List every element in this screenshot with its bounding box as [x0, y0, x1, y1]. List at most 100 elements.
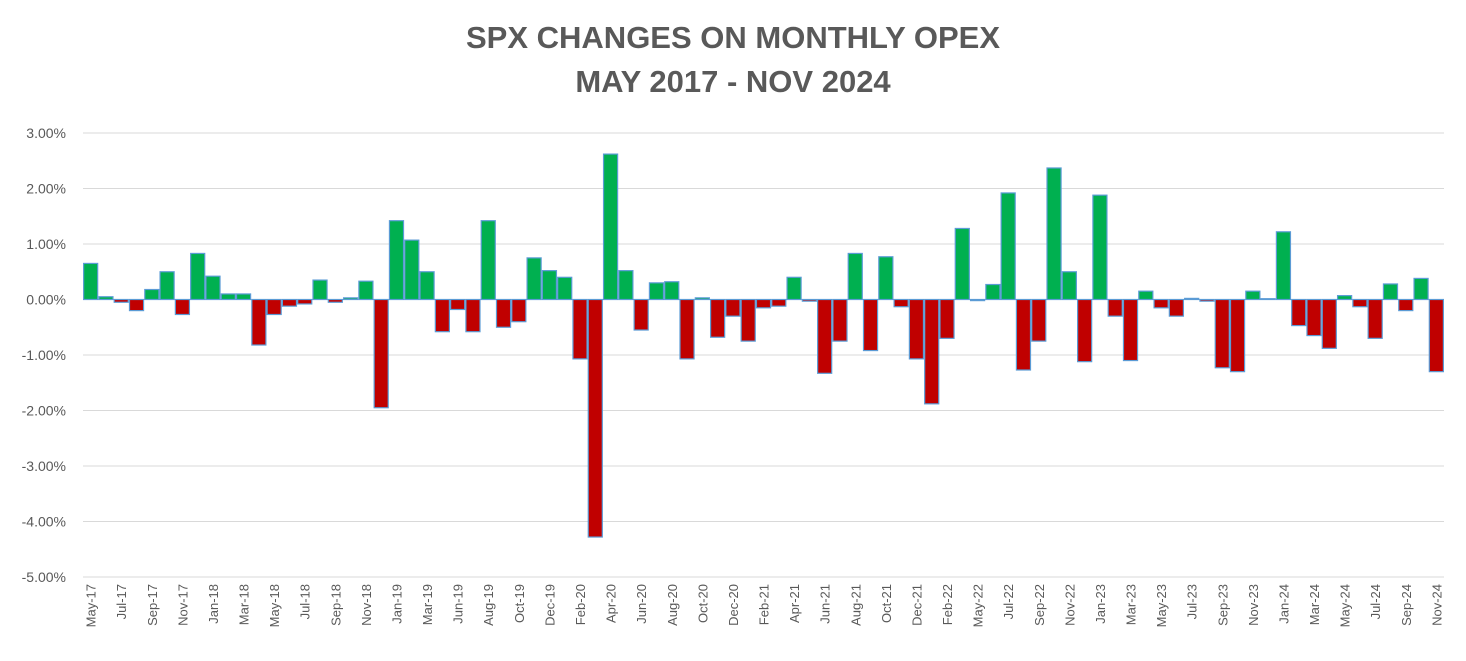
- bar-53: [893, 298, 909, 308]
- x-tick-label: Jul-17: [114, 584, 129, 619]
- bar-16: [327, 298, 343, 303]
- x-tick-label: Aug-21: [848, 584, 863, 626]
- y-tick-label: -4.00%: [22, 514, 66, 530]
- x-tick-label: May-22: [971, 584, 986, 627]
- x-tick-label: Jan-18: [206, 584, 221, 624]
- bar-15: [312, 279, 328, 301]
- x-tick-label: Jun-20: [634, 584, 649, 624]
- bar-49: [832, 298, 848, 342]
- bar-50: [847, 252, 863, 301]
- bar-85: [1382, 283, 1399, 301]
- bar-38: [664, 281, 680, 301]
- bar-40: [694, 297, 710, 301]
- x-tick-label: Jun-21: [818, 584, 833, 624]
- bar-30: [541, 270, 558, 301]
- x-tick-label: Feb-21: [757, 584, 772, 625]
- chart-subtitle: MAY 2017 - NOV 2024: [575, 64, 891, 99]
- bar-23: [434, 298, 450, 333]
- x-tick-label: Mar-19: [420, 584, 435, 625]
- bar-58: [969, 298, 986, 302]
- bar-12: [266, 298, 282, 316]
- bar-7: [190, 252, 206, 301]
- x-tick-label: Nov-18: [359, 584, 374, 626]
- bar-73: [1199, 298, 1215, 302]
- bar-2: [113, 298, 129, 303]
- x-tick-label: Oct-20: [695, 584, 710, 623]
- x-tick-label: May-18: [267, 584, 282, 627]
- x-tick-label: Sep-24: [1399, 584, 1414, 626]
- bar-70: [1153, 298, 1169, 309]
- x-tick-label: Sep-17: [145, 584, 160, 626]
- bar-45: [771, 298, 787, 307]
- bar-84: [1367, 298, 1383, 339]
- bar-55: [924, 298, 940, 405]
- x-tick-label: Nov-17: [175, 584, 190, 626]
- bar-48: [817, 298, 833, 374]
- bar-14: [297, 298, 313, 305]
- chart-title: SPX CHANGES ON MONTHLY OPEX: [466, 20, 1000, 55]
- bar-19: [373, 298, 389, 409]
- x-tick-label: Jan-23: [1093, 584, 1108, 624]
- x-tick-label: Mar-24: [1307, 584, 1322, 625]
- bar-41: [709, 298, 726, 338]
- bar-17: [342, 297, 359, 301]
- bar-28: [511, 298, 527, 323]
- bar-68: [1122, 298, 1139, 362]
- y-tick-label: -3.00%: [22, 458, 66, 474]
- bar-29: [526, 257, 542, 301]
- bar-33: [587, 298, 603, 538]
- bar-69: [1138, 290, 1154, 301]
- x-tick-label: Jun-19: [451, 584, 466, 624]
- bar-62: [1031, 298, 1047, 342]
- x-tick-label: Jul-22: [1001, 584, 1016, 619]
- bar-4: [144, 288, 160, 301]
- x-tick-label: May-23: [1154, 584, 1169, 627]
- bar-80: [1306, 298, 1322, 337]
- bar-44: [755, 298, 772, 309]
- bar-9: [220, 293, 236, 301]
- bar-36: [633, 298, 649, 331]
- bar-67: [1107, 298, 1123, 317]
- bar-52: [878, 256, 894, 301]
- bar-8: [205, 275, 221, 301]
- x-tick-label: Apr-21: [787, 584, 802, 623]
- x-tick-label: Dec-19: [542, 584, 557, 626]
- bar-37: [648, 282, 665, 301]
- bar-57: [954, 227, 970, 301]
- bar-42: [725, 298, 741, 317]
- bar-71: [1168, 298, 1185, 317]
- x-tick-label: Jan-24: [1276, 584, 1291, 624]
- x-tick-label: May-17: [84, 584, 99, 627]
- bar-79: [1291, 298, 1307, 327]
- bar-64: [1061, 271, 1077, 301]
- x-tick-label: Apr-20: [604, 584, 619, 623]
- bar-56: [939, 298, 955, 339]
- bar-11: [251, 298, 267, 346]
- x-tick-label: Sep-18: [328, 584, 343, 626]
- bar-3: [128, 298, 145, 312]
- x-tick-label: Jul-23: [1185, 584, 1200, 619]
- x-tick-label: Sep-23: [1215, 584, 1230, 626]
- bar-75: [1229, 298, 1246, 373]
- bar-27: [495, 298, 512, 328]
- bar-47: [801, 298, 818, 302]
- bar-46: [786, 276, 802, 301]
- bar-63: [1046, 167, 1062, 301]
- x-tick-label: May-24: [1338, 584, 1353, 627]
- x-tick-label: Oct-21: [879, 584, 894, 623]
- bar-0: [83, 262, 99, 301]
- bar-26: [480, 220, 496, 301]
- y-tick-label: 3.00%: [26, 125, 66, 141]
- bar-18: [358, 280, 374, 301]
- bar-34: [602, 153, 619, 301]
- bar-6: [174, 298, 191, 316]
- x-tick-label: Jul-24: [1368, 584, 1383, 619]
- bar-10: [235, 293, 252, 301]
- x-tick-label: Aug-20: [665, 584, 680, 626]
- x-tick-label: Feb-22: [940, 584, 955, 625]
- bar-21: [404, 239, 420, 301]
- x-tick-label: Jan-19: [389, 584, 404, 624]
- bar-22: [419, 271, 435, 301]
- x-tick-label: Nov-23: [1246, 584, 1261, 626]
